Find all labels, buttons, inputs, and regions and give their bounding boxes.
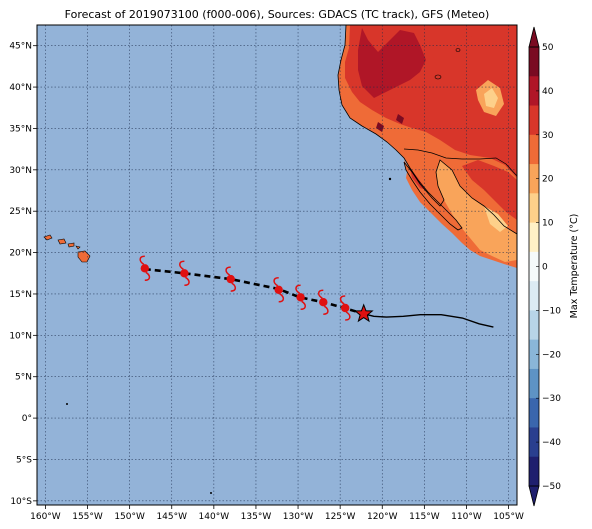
- colorbar-max-extend: [528, 26, 540, 48]
- colorbar-segment: [529, 164, 539, 194]
- colorbar-segment: [529, 134, 539, 165]
- tropical-cyclone-icon: [295, 284, 306, 311]
- island-marker: [388, 177, 392, 181]
- current-position-star-icon: [353, 303, 374, 323]
- lon-tick-label: 105°W: [493, 512, 524, 522]
- north-america-land: [337, 25, 517, 268]
- latitude-axis: 45°N 40°N 35°N 30°N 25°N 20°N 15°N 10°N 5°N 0° 5°S…: [9, 42, 37, 507]
- colorbar-label: Max Temperature (°C): [569, 214, 580, 319]
- map-frame: [36, 24, 518, 506]
- colorbar-segment: [529, 222, 539, 253]
- lon-tick-label: 155°W: [72, 512, 103, 522]
- colorbar-segment: [529, 76, 539, 107]
- colorbar-tick-label: 50: [542, 43, 554, 53]
- colorbar-segment: [529, 398, 539, 428]
- tropical-cyclone-icon: [225, 266, 237, 292]
- lat-tick-label: 10°N: [9, 331, 32, 341]
- lat-tick-label: 5°N: [15, 373, 32, 383]
- longitude-axis: 160°W 155°W 150°W 145°W 140°W 135°W 130°W 125°W…: [30, 505, 524, 522]
- colorbar-segment: [529, 339, 539, 370]
- colorbar-segment: [529, 105, 539, 136]
- lat-tick-label: 45°N: [9, 42, 32, 52]
- lon-tick-label: 160°W: [30, 512, 61, 522]
- lon-tick-label: 115°W: [409, 512, 440, 522]
- lon-tick-label: 145°W: [156, 512, 187, 522]
- tropical-cyclone-icon: [339, 295, 351, 321]
- lat-tick-label: 40°N: [9, 83, 32, 93]
- colorbar-tick-label: −20: [542, 350, 561, 360]
- lon-tick-label: 135°W: [241, 512, 272, 522]
- lon-tick-label: 130°W: [283, 512, 314, 522]
- colorbar-segment: [529, 281, 539, 311]
- lon-tick-label: 110°W: [451, 512, 482, 522]
- map-title: Forecast of 2019073100 (f000-006), Sourc…: [64, 8, 490, 21]
- lat-tick-label: 30°N: [9, 166, 32, 176]
- colorbar-segment: [529, 47, 539, 77]
- colorbar-tick-label: −40: [542, 438, 561, 448]
- island-marker: [66, 403, 68, 405]
- colorbar-min-extend: [528, 485, 540, 507]
- colorbar-segment: [529, 427, 539, 458]
- lat-tick-label: 35°N: [9, 124, 32, 134]
- tropical-cyclone-icon: [273, 277, 285, 303]
- tropical-cyclone-icon: [179, 260, 190, 287]
- past-track-line: [363, 313, 494, 328]
- colorbar-tick-label: 0: [542, 263, 548, 273]
- colorbar-segment: [529, 193, 539, 224]
- colorbar-tick-label: 40: [542, 87, 554, 97]
- tropical-cyclone-icon: [139, 255, 151, 282]
- lon-tick-label: 150°W: [114, 512, 145, 522]
- colorbar: 50 40 30 20 10 0 −10 −20 −30 −40 −50: [528, 26, 561, 507]
- tropical-cyclone-icon: [317, 289, 329, 315]
- colorbar-segment: [529, 310, 539, 341]
- hawaiian-islands: [43, 234, 91, 263]
- lat-tick-label: 5°S: [16, 455, 32, 465]
- colorbar-segment: [529, 251, 539, 282]
- lat-tick-label: 25°N: [9, 207, 32, 217]
- lat-tick-label: 0°: [22, 414, 32, 424]
- colorbar-tick-label: −50: [542, 482, 561, 492]
- island-marker: [210, 492, 212, 494]
- colorbar-tick-label: 10: [542, 219, 554, 229]
- lat-tick-label: 15°N: [9, 290, 32, 300]
- gridlines: [37, 25, 517, 505]
- lon-tick-label: 120°W: [367, 512, 398, 522]
- lat-tick-label: 10°S: [10, 497, 32, 507]
- colorbar-segment: [529, 368, 539, 399]
- colorbar-segment: [529, 456, 539, 487]
- colorbar-tick-label: 30: [542, 131, 554, 141]
- lon-tick-label: 140°W: [199, 512, 230, 522]
- colorbar-tick-label: −30: [542, 394, 561, 404]
- colorbar-tick-label: −10: [542, 306, 561, 316]
- colorbar-tick-label: 20: [542, 175, 554, 185]
- lon-tick-label: 125°W: [325, 512, 356, 522]
- lat-tick-label: 20°N: [9, 249, 32, 259]
- tc-symbols: [139, 255, 351, 321]
- forecast-track-line: [144, 267, 365, 316]
